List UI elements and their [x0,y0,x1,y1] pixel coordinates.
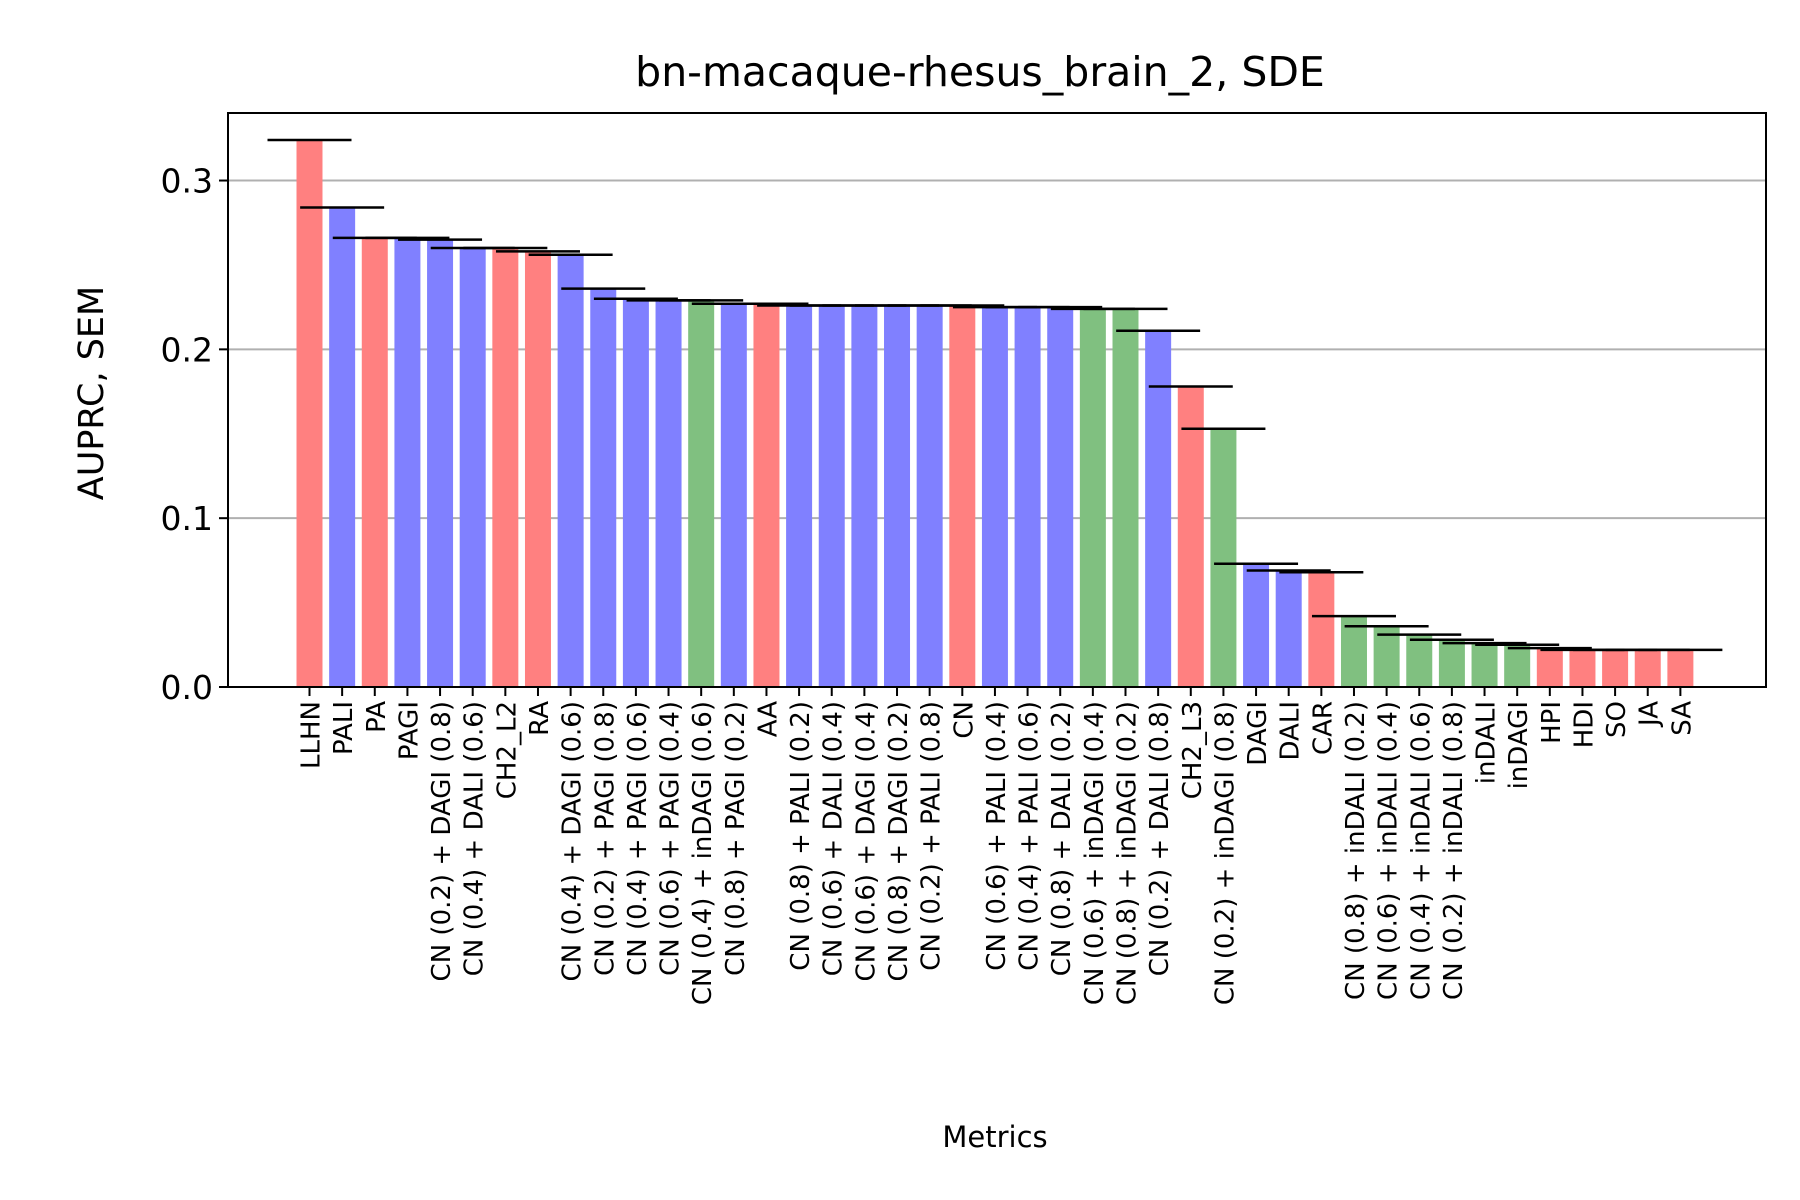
bar [818,305,845,687]
x-tick-label: CN (0.6) + DAGI (0.4) [851,701,881,981]
x-tick-label: SA [1667,701,1697,736]
bar [884,305,911,687]
y-tick-label: 0.2 [161,330,213,369]
plot-frame [227,112,1767,688]
bar [1471,643,1498,687]
x-tick-label: CH2_L3 [1178,701,1208,799]
bar [1373,626,1400,687]
bar [459,248,486,687]
x-tick-label: inDAGI [1504,701,1534,789]
x-tick-label: CN (0.2) + inDAGI (0.8) [1210,701,1240,1005]
x-tick-label: CN (0.6) + inDAGI (0.4) [1080,701,1110,1005]
bar [981,307,1008,687]
x-tick-label: CN (0.8) + PAGI (0.2) [721,701,751,976]
x-axis-label: Metrics [942,1120,1047,1154]
x-tick-label: LLHN [297,701,327,769]
x-tick-label: CN (0.8) + PALI (0.2) [786,701,816,971]
x-tick-label: CN (0.2) + inDALI (0.8) [1439,701,1469,1000]
bar [1145,330,1172,687]
bar [851,305,878,687]
x-tick-label: inDALI [1472,701,1502,784]
x-tick-label: CH2_L2 [492,701,522,799]
bars [296,140,1694,687]
bar [622,298,649,687]
x-tick-label: CN (0.6) + inDALI (0.4) [1374,701,1404,1000]
x-tick-label: CN (0.2) + DALI (0.8) [1145,701,1175,976]
x-tick-label: PALI [329,701,359,755]
bar [1014,307,1041,687]
bar [1504,644,1531,687]
bar [1079,308,1106,687]
bar [655,300,682,687]
x-tick-label: SO [1602,701,1632,738]
x-tick-label: CN (0.2) + PAGI (0.8) [590,701,620,976]
x-tick-label: CN (0.8) + DAGI (0.2) [884,701,914,981]
error-markers [267,138,1723,652]
bar [1602,649,1629,687]
bar [1112,308,1139,687]
x-tick-label: HPI [1537,701,1567,744]
bar [524,251,551,687]
bar [1243,563,1270,687]
bar [1406,634,1433,687]
bar [753,303,780,687]
x-tick-label: CN (0.4) + DALI (0.6) [460,701,490,976]
bar [492,248,519,687]
x-tick-label: CN (0.4) + PALI (0.6) [1015,701,1045,971]
y-tick-label: 0.3 [161,162,213,201]
x-tick-label: CN (0.8) + inDALI (0.2) [1341,701,1371,1000]
y-tick-label: 0.0 [161,668,213,707]
bar [1536,648,1563,687]
x-tick-label: CN (0.6) + PALI (0.4) [982,701,1012,971]
x-tick-label: AA [753,701,783,738]
y-axis-ticks: 0.0 0.1 0.2 0.3 [161,162,228,707]
bar [916,305,943,687]
bar [427,239,454,687]
bar [296,140,323,687]
x-tick-label: CN (0.8) + inDAGI (0.2) [1113,701,1143,1005]
bar [1308,572,1335,687]
x-tick-label: DAGI [1243,701,1273,766]
y-tick-label: 0.1 [161,499,213,538]
y-axis-label: AUPRC, SEM [72,286,112,500]
x-tick-label: PAGI [394,701,424,760]
bar [1340,616,1367,687]
x-tick-label: CN (0.2) + PALI (0.8) [917,701,947,971]
x-tick-label: CN (0.6) + DALI (0.4) [819,701,849,976]
x-tick-label: CAR [1308,701,1338,755]
bar [361,237,388,687]
x-tick-label: CN [949,701,979,739]
bar [688,300,715,687]
x-tick-label: CN (0.4) + inDAGI (0.6) [688,701,718,1005]
x-tick-label: CN (0.6) + PAGI (0.4) [656,701,686,976]
x-tick-label: HDI [1569,701,1599,748]
bar [1177,386,1204,687]
x-tick-label: PA [362,701,392,733]
x-tick-label: CN (0.4) + PAGI (0.6) [623,701,653,976]
bar [1275,570,1302,687]
x-tick-label: CN (0.4) + DAGI (0.6) [558,701,588,981]
x-tick-label: JA [1635,701,1665,728]
chart-title: bn-macaque-rhesus_brain_2, SDE [635,48,1325,96]
bar [949,305,976,687]
bar [557,254,584,687]
bar [329,207,356,687]
bar [720,303,747,687]
bar [786,305,813,687]
bar [1438,639,1465,687]
x-tick-label: RA [525,701,555,736]
bar [1569,649,1596,687]
bar [590,288,617,687]
bar [1047,307,1074,687]
x-axis-ticks: LLHN PALI PA PAGI CN (0.2) + DAGI (0.8) CN (0… [297,687,1697,1005]
bar [1667,649,1694,687]
bar [394,237,421,687]
x-tick-label: CN (0.8) + DALI (0.2) [1047,701,1077,976]
bar [1634,649,1661,687]
x-tick-label: CN (0.2) + DAGI (0.8) [427,701,457,981]
x-tick-label: DALI [1276,701,1306,761]
bar [1210,428,1237,687]
x-tick-label: CN (0.4) + inDALI (0.6) [1406,701,1436,1000]
